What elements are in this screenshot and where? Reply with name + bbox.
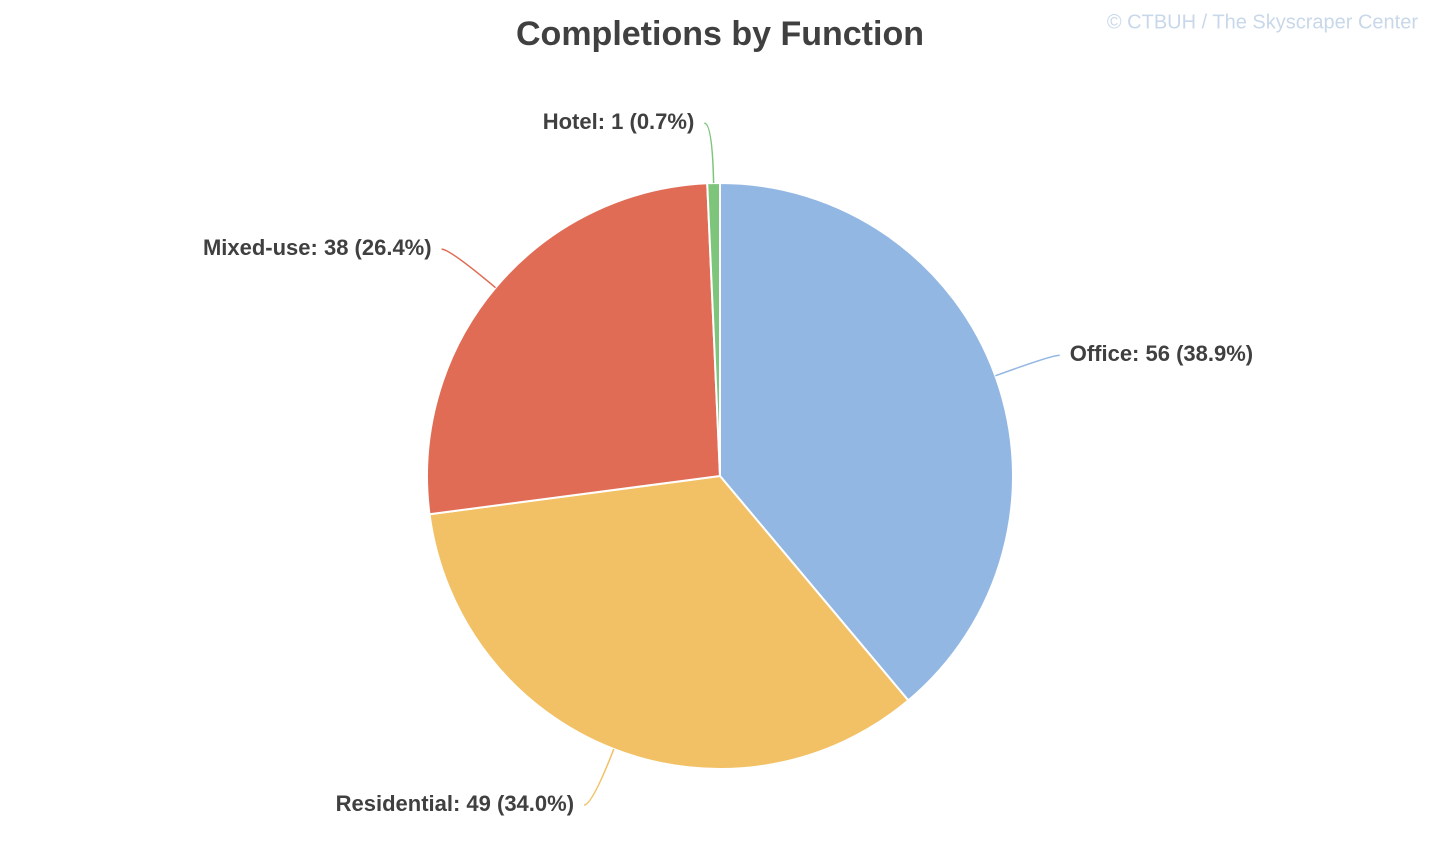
label-connector: [704, 122, 715, 184]
pie-slice: [426, 182, 722, 516]
data-label: Mixed-use: 38 (26.4%): [203, 235, 432, 260]
data-label: Hotel: 1 (0.7%): [543, 109, 695, 134]
label-connector: [995, 354, 1060, 377]
credit: © CTBUH / The Skyscraper Center: [1107, 11, 1418, 33]
label-connector: [583, 748, 615, 806]
pie-slice: [706, 181, 721, 477]
pie-slice: [719, 181, 1014, 702]
pie-slice: [428, 474, 910, 770]
chart-title: Completions by Function: [516, 15, 924, 53]
data-label: Office: 56 (38.9%): [1070, 341, 1253, 366]
data-label: Residential: 49 (34.0%): [336, 791, 574, 816]
label-connector: [441, 248, 497, 289]
